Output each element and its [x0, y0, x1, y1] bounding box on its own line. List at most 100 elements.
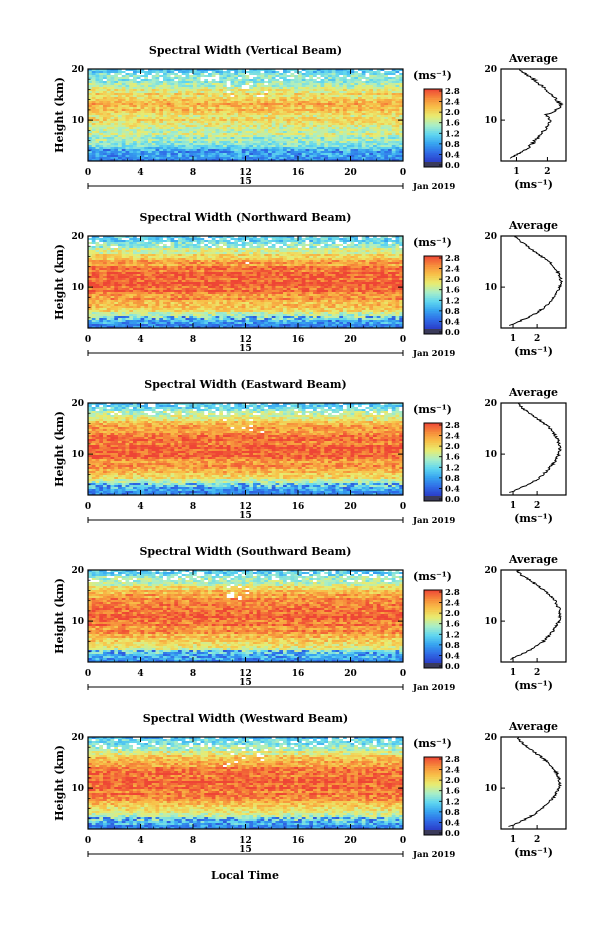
- heatmap-cell: [328, 73, 333, 76]
- heatmap-cell: [200, 75, 205, 78]
- heatmap-cell: [271, 103, 276, 106]
- heatmap-cell: [264, 115, 269, 118]
- heatmap-cell: [249, 236, 254, 239]
- heatmap-cell: [110, 254, 115, 257]
- heatmap-cell: [313, 121, 318, 124]
- heatmap-cell: [301, 139, 306, 142]
- heatmap-cell: [129, 105, 134, 108]
- heatmap-cell: [193, 125, 198, 128]
- heatmap-cell: [324, 147, 329, 150]
- heatmap-cell: [301, 79, 306, 82]
- heatmap-cell: [380, 85, 385, 88]
- heatmap-cell: [114, 79, 119, 82]
- heatmap-cell: [211, 133, 216, 136]
- heatmap-cell: [99, 85, 104, 88]
- heatmap-cell: [365, 149, 370, 152]
- heatmap-cell: [170, 123, 175, 126]
- heatmap-cell: [373, 141, 378, 144]
- heatmap-cell: [159, 89, 164, 92]
- heatmap-cell: [223, 131, 228, 134]
- heatmap-cell: [256, 109, 261, 112]
- heatmap-cell: [264, 99, 269, 102]
- heatmap-cell: [395, 123, 400, 126]
- heatmap-cell: [350, 149, 355, 152]
- heatmap-cell: [373, 99, 378, 102]
- heatmap-cell: [373, 105, 378, 108]
- heatmap-cell: [234, 93, 239, 96]
- heatmap-cell: [159, 99, 164, 102]
- heatmap-cell: [335, 250, 340, 253]
- heatmap-cell: [354, 111, 359, 114]
- heatmap-cell: [260, 125, 265, 128]
- heatmap-cell: [241, 143, 246, 146]
- heatmap-cell: [249, 111, 254, 114]
- heatmap-cell: [181, 81, 186, 84]
- heatmap-cell: [166, 115, 171, 118]
- heatmap-cell: [268, 107, 273, 110]
- heatmap-cell: [174, 97, 179, 100]
- heatmap-cell: [305, 256, 310, 259]
- heatmap-cell: [185, 131, 190, 134]
- heatmap-cell: [185, 155, 190, 158]
- colorbar-swatch: [424, 125, 442, 128]
- heatmap-cell: [181, 83, 186, 86]
- heatmap-cell: [91, 93, 96, 96]
- heatmap-cell: [196, 81, 201, 84]
- heatmap-cell: [234, 254, 239, 257]
- heatmap-cell: [155, 77, 160, 80]
- heatmap-cell: [343, 131, 348, 134]
- heatmap-cell: [193, 83, 198, 86]
- heatmap-cell: [219, 141, 224, 144]
- heatmap-cell: [279, 93, 284, 96]
- heatmap-cell: [88, 246, 93, 249]
- heatmap-cell: [234, 121, 239, 124]
- heatmap-cell: [148, 107, 153, 110]
- heatmap-cell: [354, 103, 359, 106]
- heatmap-cell: [144, 139, 149, 142]
- heatmap-cell: [309, 137, 314, 140]
- heatmap-cell: [395, 107, 400, 110]
- heatmap-cell: [260, 143, 265, 146]
- heatmap-cell: [395, 77, 400, 80]
- heatmap-cell: [189, 258, 194, 261]
- heatmap-cell: [275, 125, 280, 128]
- heatmap-cell: [234, 127, 239, 130]
- heatmap-cell: [144, 89, 149, 92]
- heatmap-cell: [361, 69, 366, 72]
- heatmap-cell: [373, 93, 378, 96]
- heatmap-cell: [189, 236, 194, 239]
- heatmap-cell: [121, 153, 126, 156]
- heatmap-cell: [283, 107, 288, 110]
- heatmap-cell: [399, 143, 404, 146]
- heatmap-cell: [241, 77, 246, 80]
- heatmap-cell: [95, 157, 100, 160]
- heatmap-cell: [196, 147, 201, 150]
- heatmap-cell: [99, 240, 104, 243]
- heatmap-cell: [328, 256, 333, 259]
- heatmap-cell: [264, 149, 269, 152]
- heatmap-cell: [343, 119, 348, 122]
- heatmap-cell: [290, 143, 295, 146]
- heatmap-cell: [358, 137, 363, 140]
- heatmap-cell: [204, 141, 209, 144]
- heatmap-cell: [88, 151, 93, 154]
- heatmap-cell: [373, 87, 378, 90]
- heatmap-cell: [230, 115, 235, 118]
- heatmap-cell: [245, 95, 250, 98]
- heatmap-cell: [268, 153, 273, 156]
- heatmap-cell: [234, 151, 239, 154]
- heatmap-cell: [181, 119, 186, 122]
- heatmap-cell: [316, 101, 321, 104]
- heatmap-cell: [230, 109, 235, 112]
- heatmap-cell: [178, 115, 183, 118]
- heatmap-cell: [249, 238, 254, 241]
- heatmap-cell: [144, 85, 149, 88]
- heatmap-cell: [361, 141, 366, 144]
- heatmap-cell: [380, 254, 385, 257]
- heatmap-cell: [170, 248, 175, 251]
- heatmap-cell: [106, 127, 111, 130]
- heatmap-cell: [264, 236, 269, 239]
- heatmap-cell: [324, 252, 329, 255]
- heatmap-cell: [249, 143, 254, 146]
- heatmap-cell: [144, 258, 149, 261]
